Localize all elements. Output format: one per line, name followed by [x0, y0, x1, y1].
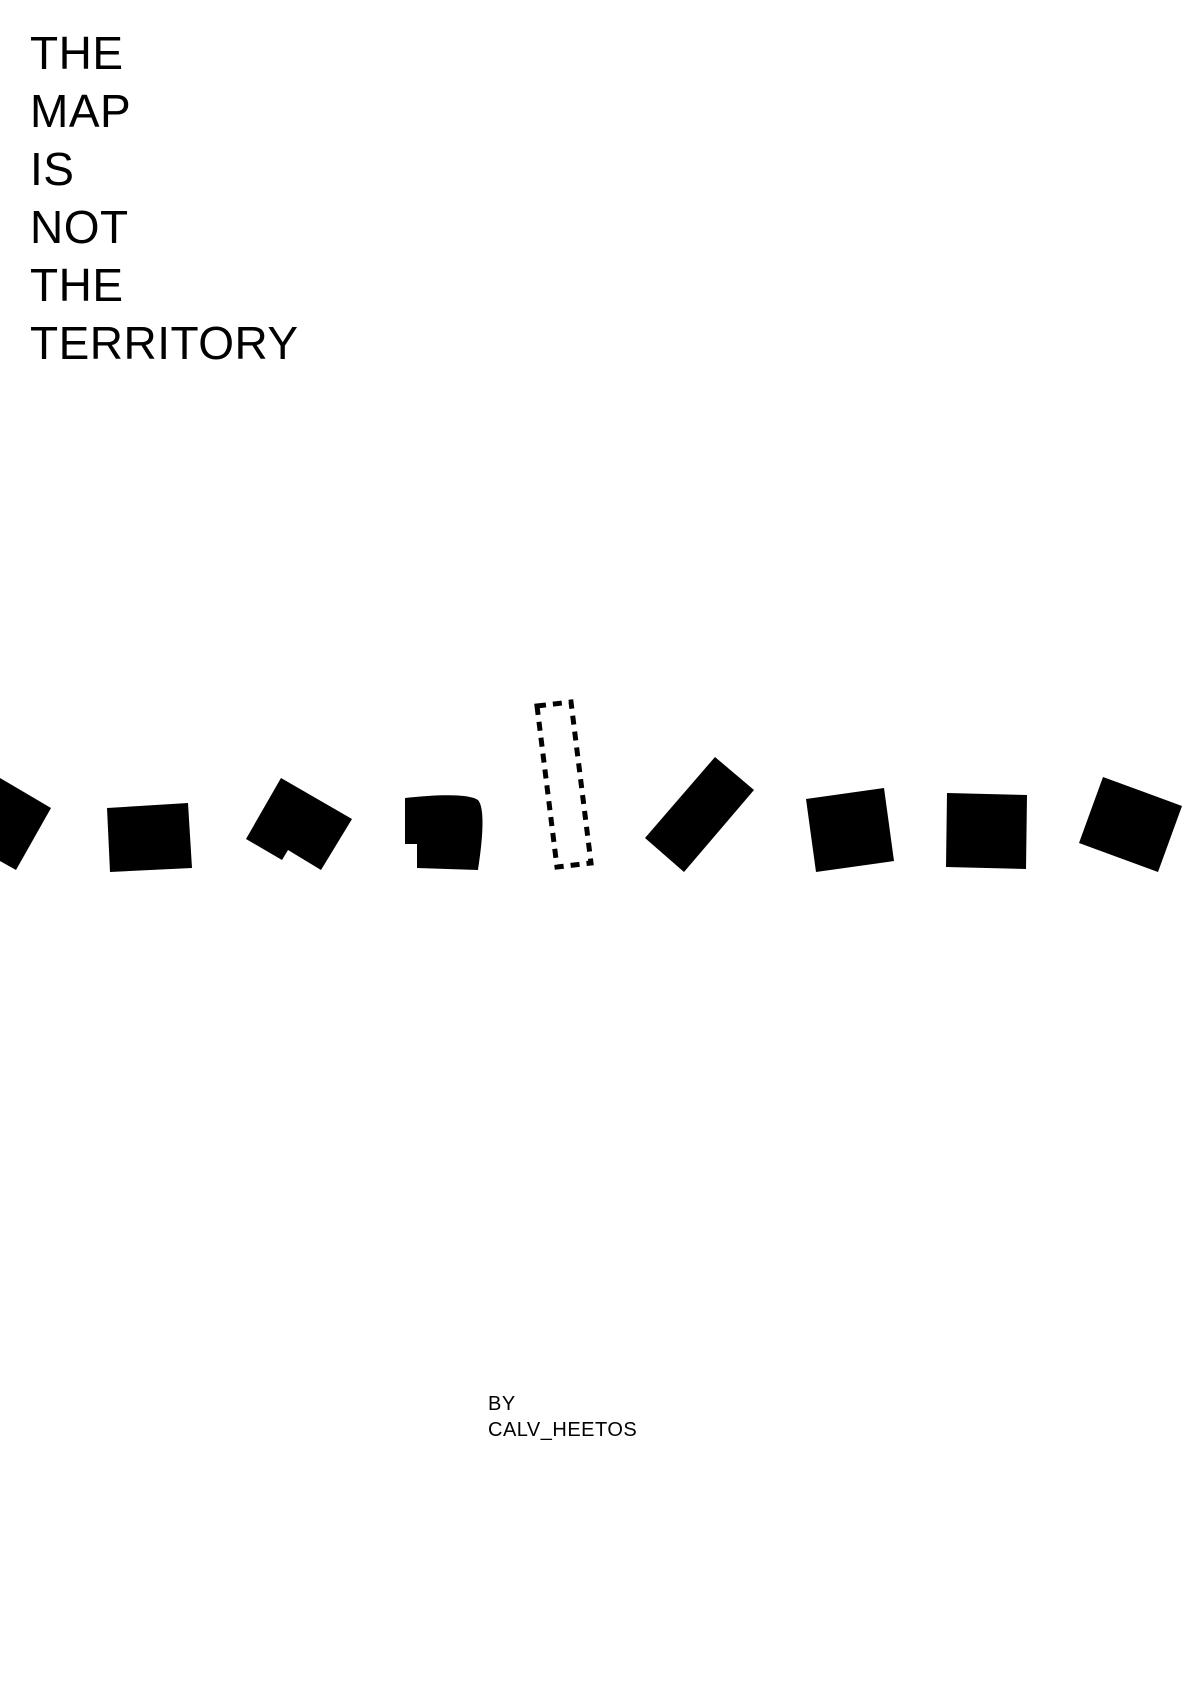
block-2	[107, 803, 192, 872]
credit-by: BY	[488, 1393, 516, 1415]
block-3	[246, 778, 352, 870]
block-5	[645, 757, 754, 872]
ghost-block-outline	[534, 699, 594, 870]
title-line-3: IS	[30, 143, 75, 195]
block-1	[0, 778, 51, 870]
credit-author: CALV_HEETOS	[488, 1419, 638, 1441]
block-6	[806, 788, 894, 872]
title-line-4: NOT	[30, 201, 129, 253]
title-line-2: MAP	[30, 85, 132, 137]
block-4	[405, 795, 483, 870]
title-line-6: TERRITORY	[30, 317, 299, 369]
block-8	[1079, 777, 1182, 872]
block-7	[946, 793, 1027, 869]
title-line-5: THE	[30, 259, 124, 311]
title-line-1: THE	[30, 27, 124, 79]
credit-block: BY CALV_HEETOS	[488, 1391, 637, 1443]
poster-title: THE MAP IS NOT THE TERRITORY	[30, 24, 299, 372]
